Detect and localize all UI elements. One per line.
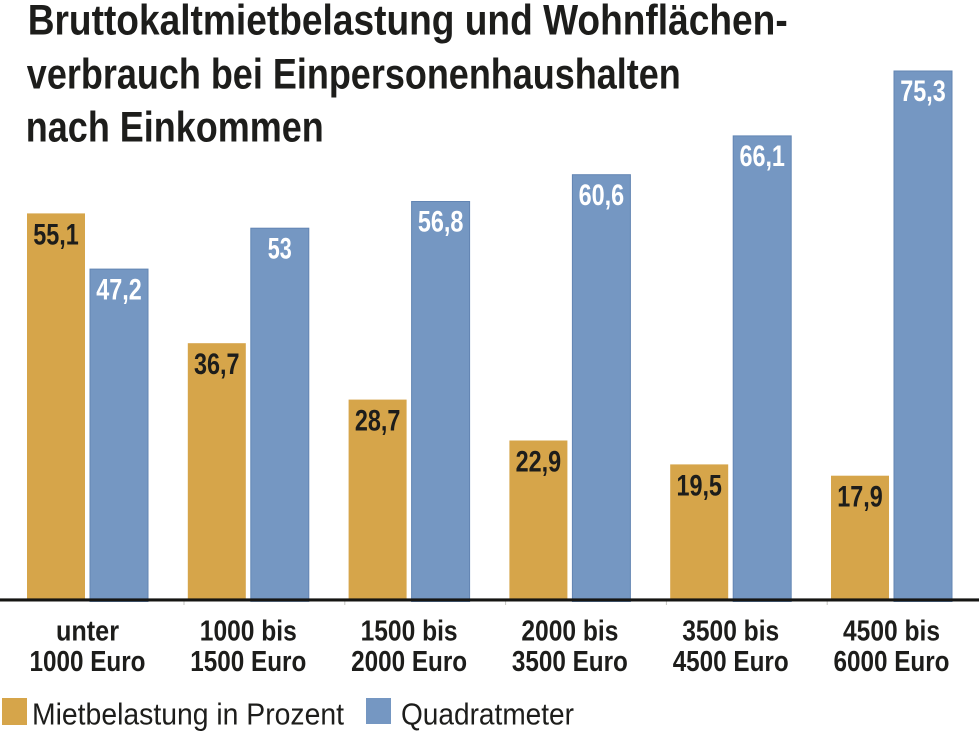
svg-text:1000 bis: 1000 bis: [200, 616, 297, 648]
svg-text:75,3: 75,3: [900, 75, 946, 108]
svg-text:4500 Euro: 4500 Euro: [673, 646, 789, 678]
svg-text:verbrauch bei Einpersonenhaush: verbrauch bei Einpersonenhaushalten: [27, 50, 681, 98]
svg-text:56,8: 56,8: [418, 206, 464, 239]
svg-text:nach Einkommen: nach Einkommen: [26, 104, 324, 152]
svg-text:Quadratmeter: Quadratmeter: [401, 697, 574, 732]
svg-text:2000 Euro: 2000 Euro: [351, 646, 467, 678]
svg-text:53: 53: [268, 232, 292, 265]
svg-text:36,7: 36,7: [194, 348, 240, 381]
svg-text:47,2: 47,2: [96, 273, 142, 306]
svg-text:17,9: 17,9: [837, 481, 883, 514]
svg-text:Mietbelastung in Prozent: Mietbelastung in Prozent: [32, 697, 344, 732]
svg-text:19,5: 19,5: [676, 469, 722, 502]
svg-text:22,9: 22,9: [516, 446, 562, 479]
svg-text:55,1: 55,1: [33, 218, 79, 251]
svg-text:unter: unter: [56, 616, 119, 648]
svg-text:6000 Euro: 6000 Euro: [834, 646, 950, 678]
svg-text:4500 bis: 4500 bis: [843, 616, 940, 648]
svg-text:66,1: 66,1: [739, 140, 785, 173]
svg-text:1500 bis: 1500 bis: [361, 616, 458, 648]
svg-text:Bruttokaltmietbelastung und Wo: Bruttokaltmietbelastung und Wohnflächen-: [28, 0, 788, 44]
svg-text:3500 bis: 3500 bis: [682, 616, 779, 648]
svg-text:2000 bis: 2000 bis: [521, 616, 618, 648]
svg-text:3500 Euro: 3500 Euro: [512, 646, 628, 678]
svg-text:1500 Euro: 1500 Euro: [190, 646, 306, 678]
svg-text:60,6: 60,6: [579, 179, 625, 212]
svg-text:28,7: 28,7: [355, 405, 401, 438]
svg-text:1000 Euro: 1000 Euro: [30, 646, 146, 678]
